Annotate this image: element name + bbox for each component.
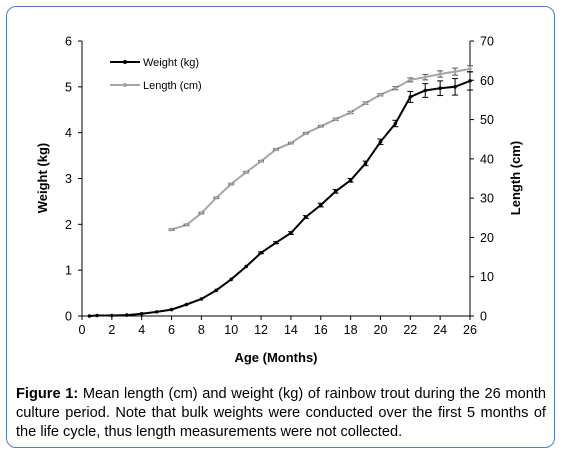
y-left-tick-label: 0 [65, 310, 72, 324]
y-left-tick-label: 2 [65, 218, 72, 232]
x-tick-label: 20 [374, 323, 388, 337]
x-tick-label: 6 [168, 323, 175, 337]
weight-point [304, 215, 308, 219]
y-left-tick-label: 3 [65, 172, 72, 186]
figure-frame [6, 6, 555, 448]
length-point [423, 75, 428, 79]
chart-legend: Weight (kg) Length (cm) [110, 57, 202, 92]
x-tick-label: 16 [314, 323, 328, 337]
length-point [304, 131, 308, 136]
weight-point [468, 79, 472, 83]
figure-caption: Figure 1: Mean length (cm) and weight (k… [16, 385, 546, 442]
length-point [333, 117, 338, 121]
weight-point [333, 189, 338, 194]
length-point [214, 195, 219, 200]
y-right-tick-label: 50 [480, 113, 494, 127]
weight-point [139, 311, 144, 316]
caption-text: Mean length (cm) and weight (kg) of rain… [16, 386, 547, 440]
chart-axes: 0 2 4 6 8 10 12 14 16 18 20 22 24 2601234560102030405… [65, 35, 494, 338]
length-point [289, 141, 293, 145]
caption-label: Figure 1: [16, 386, 79, 402]
weight-point [124, 313, 129, 317]
legend-weight-label: Weight (kg) [143, 57, 199, 69]
y-right-tick-label: 0 [480, 310, 487, 324]
legend-weight-marker [123, 60, 127, 64]
x-tick-label: 8 [198, 323, 205, 337]
length-point [393, 86, 398, 90]
y-axis-label-right: Length (cm) [508, 141, 523, 215]
weight-point [154, 310, 159, 314]
weight-point [259, 250, 263, 255]
weight-point [348, 178, 353, 183]
weight-point [244, 264, 248, 269]
x-tick-label: 12 [254, 323, 268, 337]
y-left-tick-label: 4 [65, 126, 72, 140]
y-right-tick-label: 30 [480, 192, 494, 206]
length-point [378, 93, 383, 97]
x-tick-label: 14 [284, 323, 298, 337]
x-tick-label: 0 [79, 323, 86, 337]
y-left-tick-label: 5 [65, 80, 72, 94]
weight-point [229, 277, 234, 282]
length-point [169, 227, 174, 232]
length-point [274, 147, 278, 152]
length-point [438, 72, 442, 76]
y-left-tick-label: 1 [65, 264, 72, 278]
weight-point [408, 95, 413, 99]
length-point [453, 69, 457, 74]
weight-point [423, 88, 428, 93]
weight-point [95, 313, 99, 318]
x-tick-label: 22 [403, 323, 417, 337]
length-point [259, 159, 263, 164]
weight-series-line [89, 79, 471, 317]
length-point [348, 110, 353, 115]
legend-length-marker [123, 83, 127, 87]
weight-point [318, 203, 323, 207]
weight-point [453, 85, 457, 89]
legend-length-label: Length (cm) [143, 80, 202, 92]
weight-point [393, 121, 398, 126]
weight-point [110, 313, 114, 318]
x-tick-label: 4 [138, 323, 145, 337]
x-axis-label: Age (Months) [234, 350, 317, 365]
y-right-tick-label: 60 [480, 74, 494, 88]
length-point [363, 101, 368, 105]
x-tick-label: 24 [433, 323, 447, 337]
x-tick-label: 10 [224, 323, 238, 337]
weight-point [289, 231, 293, 235]
weight-point [87, 314, 92, 318]
weight-point [214, 288, 219, 293]
y-left-tick-label: 6 [65, 35, 72, 49]
chart-plot-area [87, 65, 473, 318]
x-tick-label: 18 [344, 323, 358, 337]
y-right-tick-label: 40 [480, 152, 494, 166]
weight-point [378, 140, 383, 144]
length-point [408, 78, 413, 82]
length-point [199, 211, 204, 215]
x-tick-label: 26 [463, 323, 477, 337]
y-right-tick-label: 10 [480, 270, 494, 284]
chart: 0 2 4 6 8 10 12 14 16 18 20 22 24 2601234560102030405… [35, 35, 523, 366]
y-right-tick-label: 70 [480, 35, 494, 49]
weight-point [184, 302, 189, 307]
weight-point [363, 161, 368, 166]
weight-point [438, 86, 442, 91]
length-point [468, 67, 472, 71]
y-right-tick-label: 20 [480, 231, 494, 245]
length-point [318, 124, 323, 129]
length-point [229, 182, 234, 186]
length-point [244, 170, 248, 175]
length-point [184, 223, 189, 227]
weight-point [199, 297, 204, 301]
weight-point [169, 307, 174, 312]
x-tick-label: 2 [108, 323, 115, 337]
weight-point [274, 240, 278, 245]
y-axis-label-left: Weight (kg) [35, 143, 50, 214]
